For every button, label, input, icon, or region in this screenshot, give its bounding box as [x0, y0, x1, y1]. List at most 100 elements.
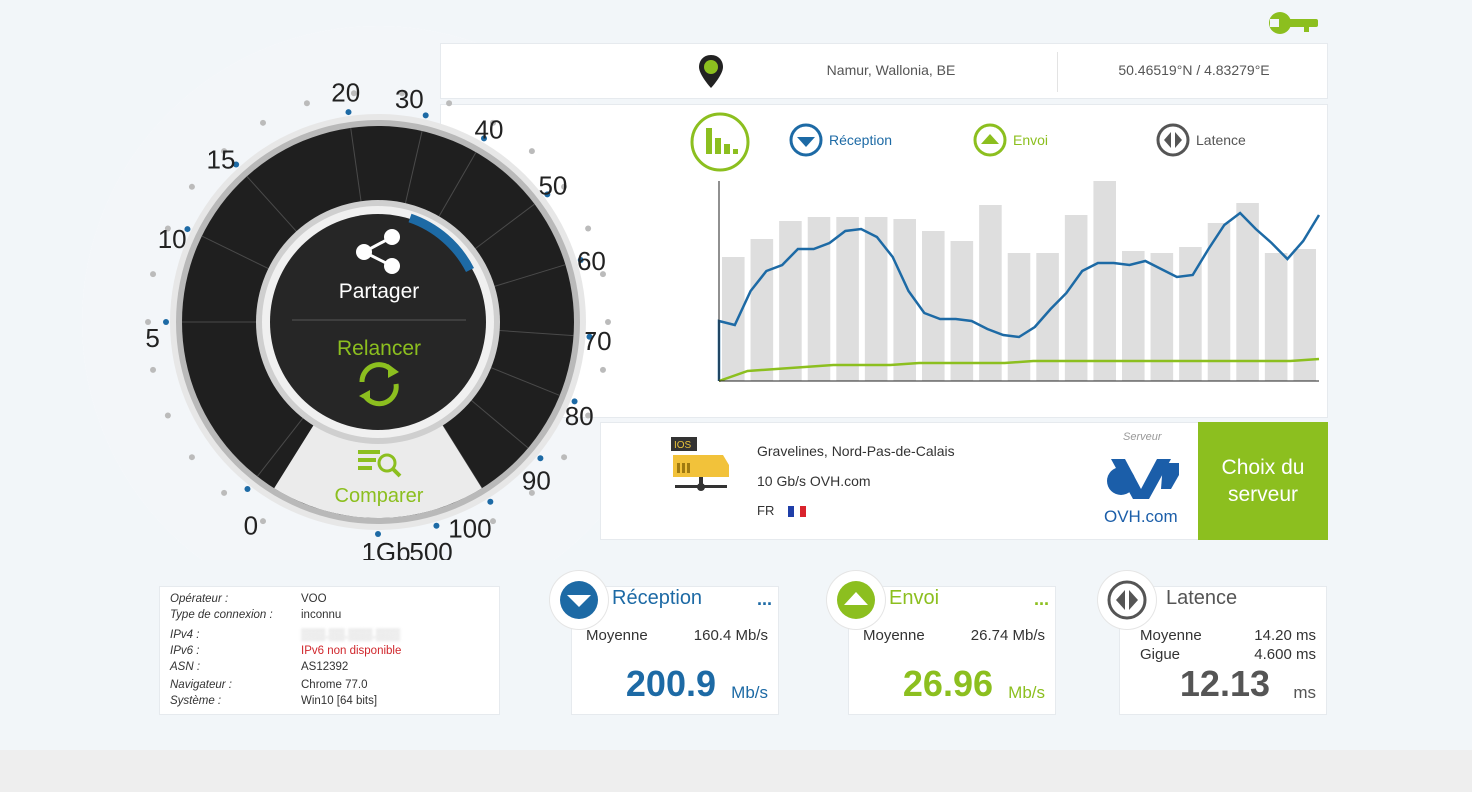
- gauge-scale-label: 30: [395, 84, 424, 114]
- server-icon: IOS: [671, 437, 729, 491]
- gauge-scale-label: 50: [538, 170, 567, 200]
- download-arrow-icon: [789, 123, 823, 157]
- gauge-segment-line: [437, 152, 477, 219]
- chart-toggle-icon[interactable]: [689, 111, 751, 173]
- server-speed: 10 Gb/s OVH.com: [757, 473, 871, 489]
- server-country-code: FR: [757, 503, 775, 518]
- legend-upload[interactable]: Envoi: [973, 123, 1048, 157]
- upload-card-title: Envoi: [889, 587, 940, 609]
- gauge-scale-label: 100: [448, 513, 491, 543]
- chart-bar: [1179, 247, 1202, 381]
- choose-server-button[interactable]: Choix du serveur: [1198, 422, 1328, 540]
- info-row: Type de connexion : inconnu: [170, 609, 500, 621]
- gauge-tick: [577, 257, 584, 264]
- chart-bar: [864, 217, 888, 381]
- gauge-dot: [164, 225, 171, 232]
- upload-speed-value: 26.96: [902, 663, 993, 704]
- info-value: Chrome 77.0: [301, 679, 368, 691]
- info-value: VOO: [301, 593, 327, 605]
- latency-avg-label: Moyenne: [1140, 627, 1202, 644]
- compare-search-icon: [358, 450, 402, 478]
- gauge-dot: [528, 148, 535, 155]
- gauge-tick: [422, 112, 429, 119]
- latency-card-icon: [1098, 571, 1156, 629]
- gauge-dot: [599, 271, 606, 278]
- location-bar: Namur, Wallonia, BE 50.46519°N / 4.83279…: [440, 43, 1328, 99]
- server-label: Serveur: [1123, 431, 1162, 443]
- gauge-dots: [145, 90, 611, 537]
- legend-download[interactable]: Réception: [789, 123, 892, 157]
- info-value: inconnu: [301, 609, 342, 621]
- gauge-scale-label: 0: [244, 511, 258, 541]
- chart-bar: [836, 217, 859, 381]
- gauge-dot: [399, 90, 406, 97]
- gauge-dot: [260, 119, 266, 126]
- info-row: IPv6 : IPv6 non disponible: [170, 645, 500, 657]
- gauge-dot: [221, 489, 228, 496]
- legend-latency[interactable]: Latence: [1156, 123, 1246, 157]
- gauge-tick: [537, 455, 544, 462]
- download-series-line: [717, 211, 1321, 381]
- legend-latency-label: Latence: [1196, 132, 1246, 148]
- gauge-tick: [487, 498, 494, 505]
- gauge-tick: [233, 161, 240, 168]
- chart-bar: [1150, 253, 1174, 381]
- gauge-scale-label: 40: [475, 115, 504, 145]
- chart-bar: [950, 241, 974, 381]
- upload-speed-unit: Mb/s: [1008, 683, 1045, 702]
- info-row: Système : Win10 [64 bits]: [170, 695, 500, 707]
- gauge-segment-line: [492, 264, 566, 288]
- progress-arc: [408, 213, 475, 273]
- gauge-tick: [244, 486, 251, 493]
- chart-bar: [1293, 249, 1316, 381]
- gauge-scale-label: 60: [577, 246, 606, 276]
- compare-button[interactable]: [274, 422, 482, 518]
- upload-arrow-icon: [973, 123, 1007, 157]
- gauge-dot: [150, 271, 157, 278]
- gauge-segment-line: [350, 127, 362, 204]
- ovh-logo-icon: [1107, 459, 1179, 499]
- gauge-scale-label: 5: [145, 323, 159, 353]
- share-button[interactable]: Partager: [339, 229, 420, 303]
- gauge-segment-line: [469, 398, 529, 449]
- restart-label: Relancer: [337, 337, 421, 360]
- gauge-dot: [188, 183, 195, 190]
- chart-bar: [1122, 251, 1145, 381]
- gauge-dot: [490, 518, 496, 525]
- chart-bar: [979, 205, 1002, 381]
- gauge-dot: [150, 366, 157, 373]
- upload-more-button[interactable]: ...: [1033, 589, 1049, 609]
- chart-bar: [722, 257, 745, 381]
- info-key: Type de connexion :: [170, 609, 273, 621]
- location-coordinates: 50.46519°N / 4.83279°E: [1118, 62, 1270, 78]
- connection-info: Opérateur : VOO Type de connexion : inconnu…: [159, 586, 500, 715]
- gauge-dot: [599, 366, 606, 373]
- french-flag-icon: [787, 506, 806, 518]
- download-avg-label: Moyenne: [586, 627, 648, 644]
- info-key: Système :: [170, 695, 222, 707]
- gauge-scale-label: 70: [583, 326, 612, 356]
- download-speed-value: 200.9: [625, 663, 716, 704]
- chart-bar: [922, 231, 945, 381]
- info-key: Navigateur :: [170, 679, 233, 691]
- gauge-dot: [350, 90, 357, 97]
- jitter-value: 4.600 ms: [1254, 646, 1316, 663]
- gauge-dot: [260, 518, 266, 525]
- restart-button[interactable]: Relancer: [337, 337, 421, 407]
- gauge-segment-line: [246, 176, 299, 234]
- download-more-button[interactable]: ...: [756, 589, 772, 609]
- gauge-scale-label: 90: [522, 465, 551, 495]
- upload-card-icon: [827, 571, 885, 629]
- latency-card: Latence Moyenne 14.20 ms Gigue 4.600 ms …: [1098, 571, 1327, 715]
- latency-avg-value: 14.20 ms: [1254, 627, 1316, 644]
- speedtest-app: Namur, Wallonia, BE 50.46519°N / 4.83279…: [0, 0, 1472, 750]
- info-key: Opérateur :: [170, 593, 229, 605]
- chart-bar: [1007, 253, 1031, 381]
- wrench-settings-icon[interactable]: [1268, 8, 1322, 38]
- chart-bar: [893, 219, 916, 381]
- gauge-scale-label: 10: [158, 224, 187, 254]
- gauge-scale-label: 20: [331, 77, 360, 107]
- chart-bar: [1093, 181, 1116, 381]
